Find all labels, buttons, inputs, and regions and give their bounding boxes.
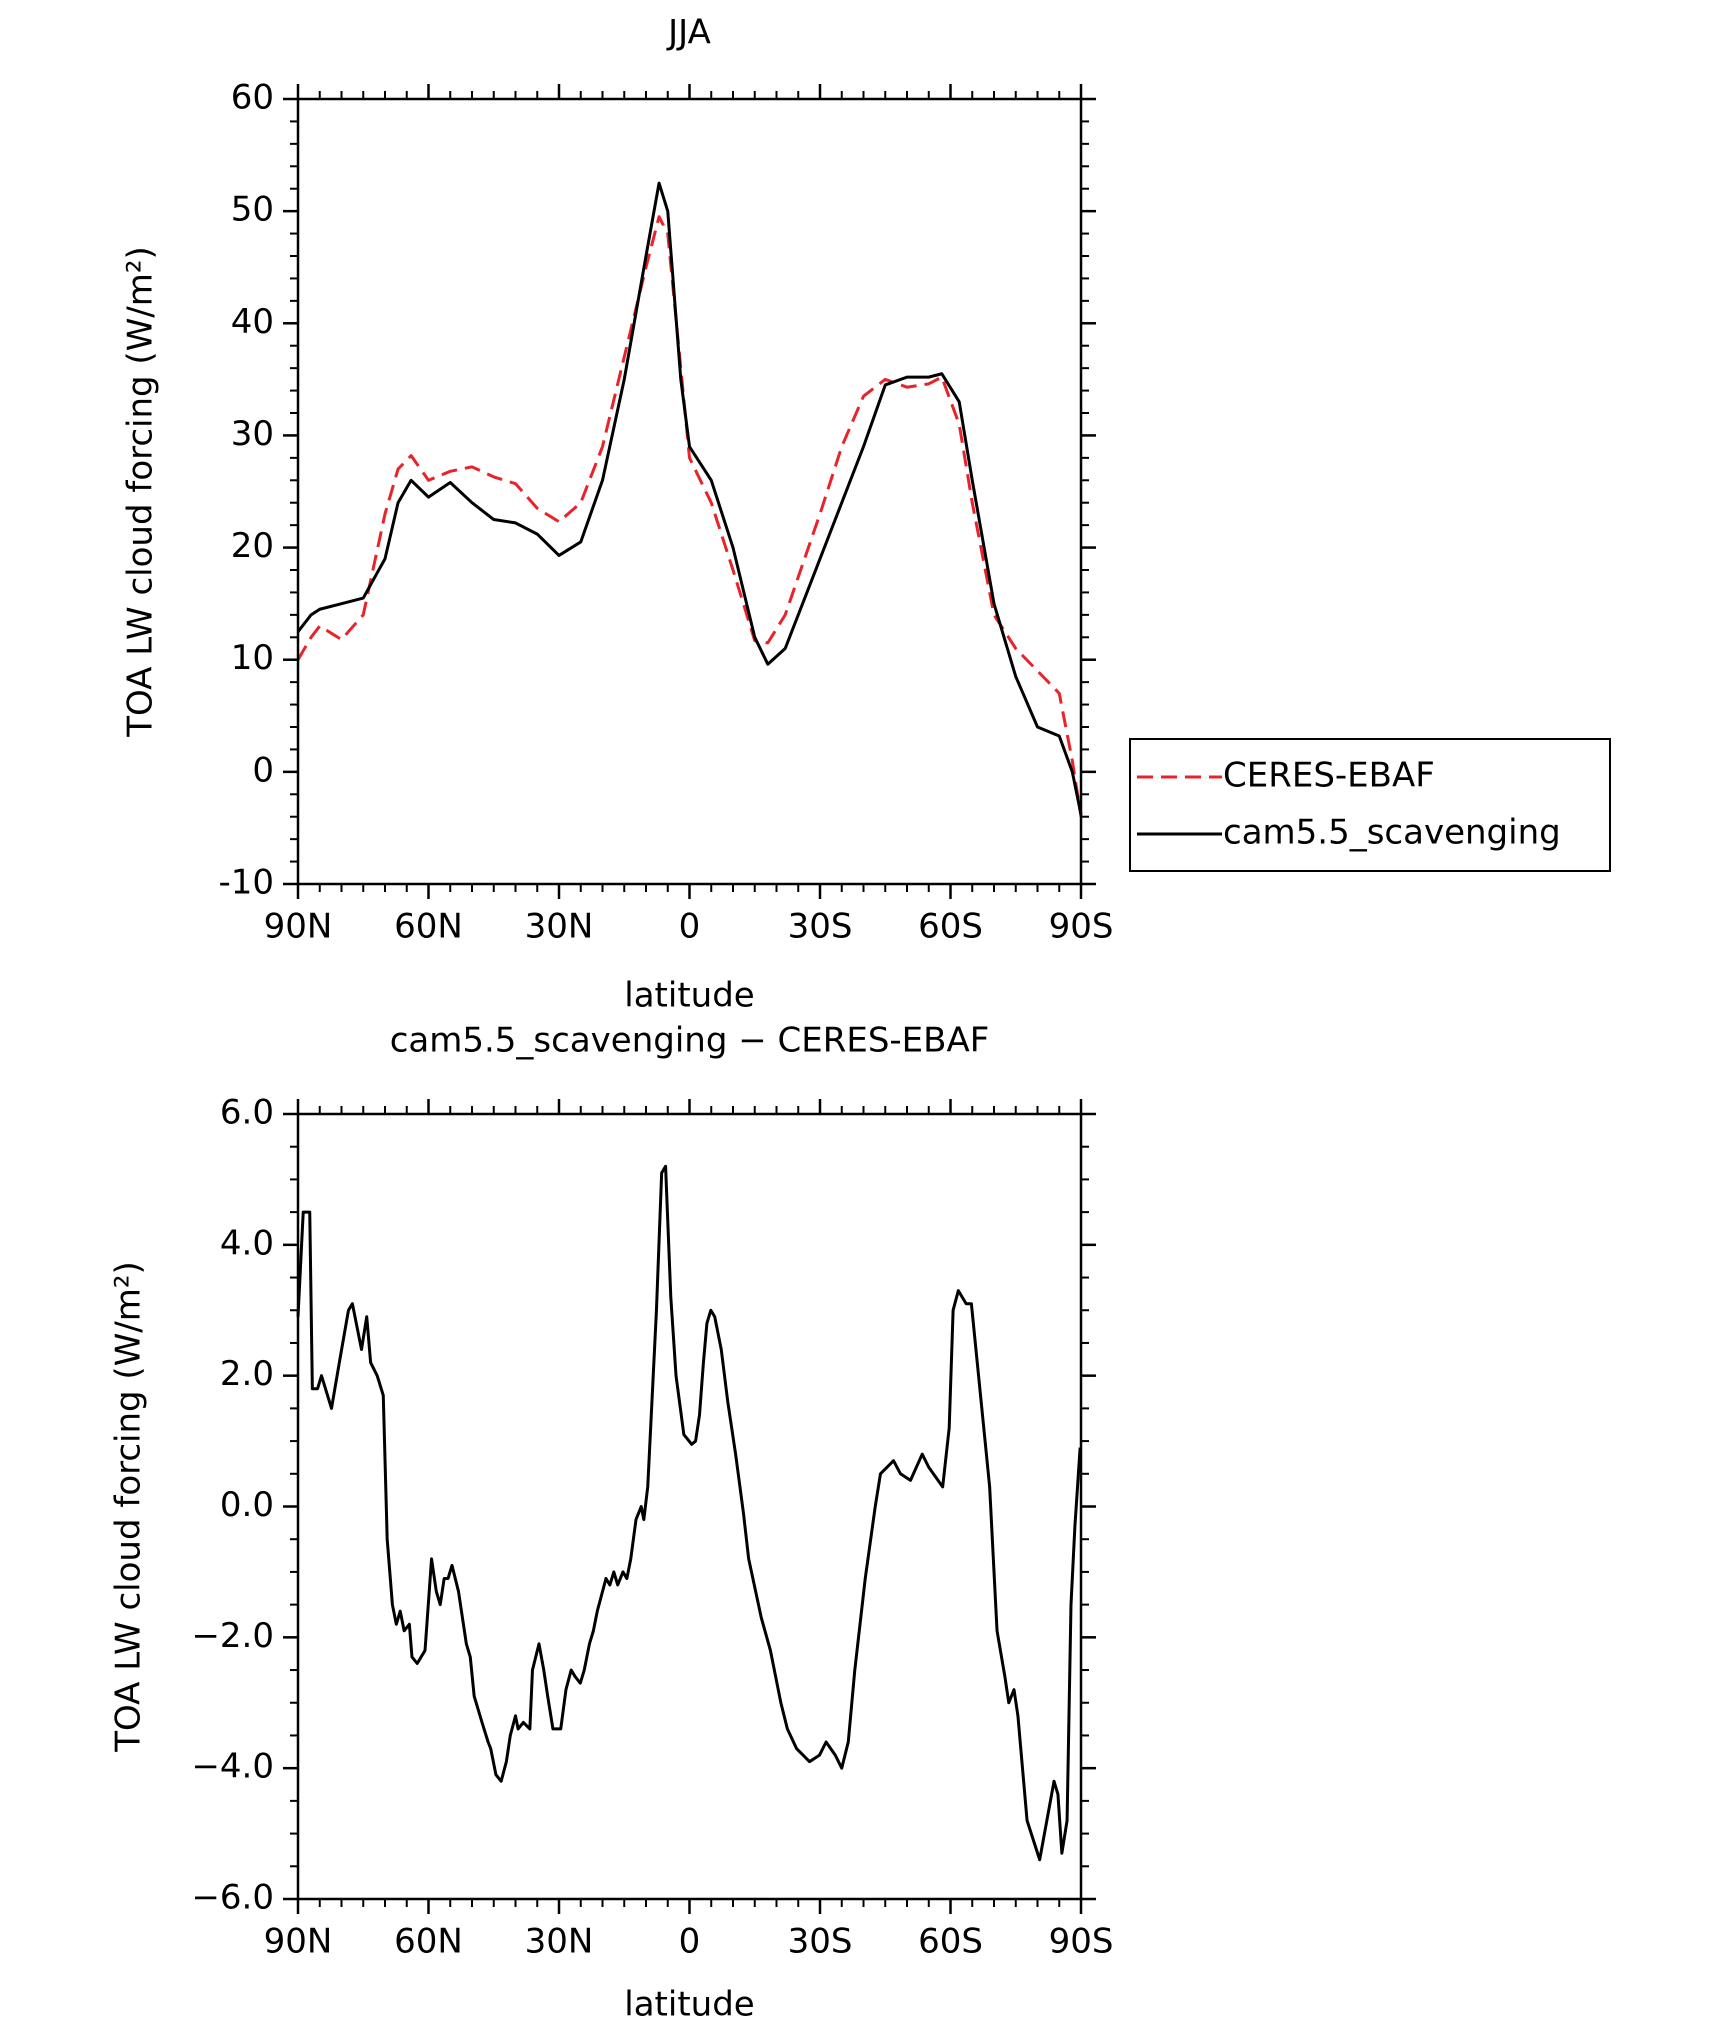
x-tick-label: 30N [525,907,594,947]
y-tick-label: −6.0 [191,1878,274,1918]
y-tick-label: −2.0 [191,1616,274,1656]
y-tick-label: 6.0 [220,1093,274,1133]
y-tick-label: −4.0 [191,1747,274,1787]
x-axis-label: latitude [624,976,754,1016]
chart-title: cam5.5_scavenging − CERES-EBAF [390,1021,990,1061]
plot-frame [296,97,1083,886]
y-tick-label: 2.0 [220,1354,274,1394]
x-tick-label: 60N [394,1922,463,1962]
y-tick-label: 30 [231,414,274,454]
y-tick-label: -10 [218,863,274,903]
y-tick-label: 60 [231,78,274,118]
x-tick-label: 30N [525,1922,594,1962]
x-tick-label: 60S [918,1922,983,1962]
x-tick-label: 90S [1049,907,1114,947]
y-tick-label: 20 [231,526,274,566]
x-tick-label: 90N [264,1922,333,1962]
legend-label: cam5.5_scavenging [1223,813,1561,853]
x-tick-label: 0 [679,907,701,947]
y-tick-label: 4.0 [220,1223,274,1263]
x-tick-label: 30S [788,1922,853,1962]
legend-label: CERES-EBAF [1223,756,1435,796]
data-line [296,215,1083,817]
y-tick-label: 10 [231,638,274,678]
y-tick-label: 0 [252,750,274,790]
x-tick-label: 60N [394,907,463,947]
legend-box [1129,738,1611,872]
x-tick-label: 0 [679,1922,701,1962]
x-tick-label: 90N [264,907,333,947]
chart-panel: JJA latitude TOA LW cloud forcing (W/m²) -1… [121,13,1611,1016]
chart-title: JJA [666,13,711,53]
y-axis-label: TOA LW cloud forcing (W/m²) [121,246,161,738]
x-tick-label: 90S [1049,1922,1114,1962]
x-tick-label: 60S [918,907,983,947]
x-axis-label: latitude [624,1985,754,2021]
data-line [296,1164,1082,1862]
x-tick-label: 30S [788,907,853,947]
chart-panel: cam5.5_scavenging − CERES-EBAF latitude TO… [109,1021,1114,2021]
data-line [296,181,1083,815]
y-tick-label: 0.0 [220,1485,274,1525]
plot-frame [296,1112,1083,1901]
y-tick-label: 40 [231,302,274,342]
y-axis-label: TOA LW cloud forcing (W/m²) [109,1261,149,1753]
y-tick-label: 50 [231,190,274,230]
